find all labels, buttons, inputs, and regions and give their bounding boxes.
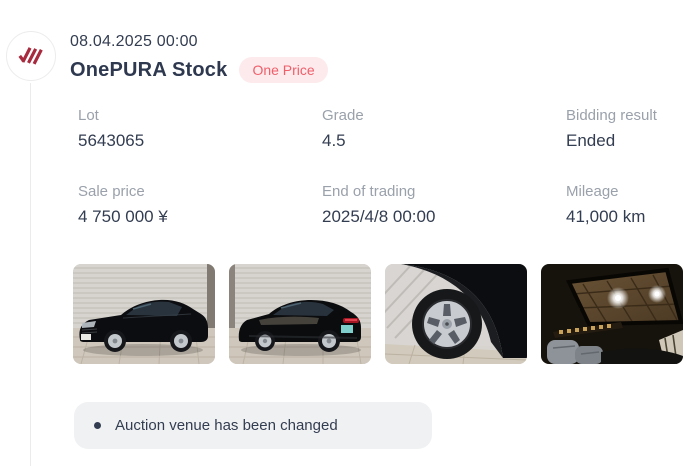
field-label: Grade — [322, 107, 364, 124]
field-lot: Lot 5643065 — [78, 107, 322, 151]
car-wheel-photo[interactable] — [385, 264, 527, 364]
field-label: End of trading — [322, 183, 416, 200]
field-label: Mileage — [566, 183, 619, 200]
field-value: 4 750 000 ¥ — [78, 207, 168, 226]
notice-banner: Auction venue has been changed — [74, 402, 432, 449]
field-value: 4.5 — [322, 131, 346, 150]
notice-text: Auction venue has been changed — [115, 417, 338, 434]
lot-date: 08.04.2025 00:00 — [70, 33, 198, 50]
field-value: 41,000 km — [566, 207, 646, 226]
field-sale-price: Sale price 4 750 000 ¥ — [78, 183, 322, 227]
field-value: 2025/4/8 00:00 — [322, 207, 436, 226]
photo-thumbnails — [73, 264, 697, 364]
field-mileage: Mileage 41,000 km — [566, 183, 697, 227]
car-sunroof-photo[interactable] — [541, 264, 683, 364]
field-label: Bidding result — [566, 107, 657, 124]
field-end-of-trading: End of trading 2025/4/8 00:00 — [322, 183, 566, 227]
one-price-badge: One Price — [239, 57, 328, 83]
lot-card: 08.04.2025 00:00 OnePURA Stock One Price… — [70, 33, 697, 449]
check-slashes-icon — [16, 41, 46, 72]
title-row: OnePURA Stock One Price — [70, 57, 697, 83]
page-title: OnePURA Stock — [70, 58, 228, 81]
lot-fields-grid: Lot 5643065 Grade 4.5 Bidding result End… — [78, 107, 697, 227]
timeline-connector — [30, 83, 31, 466]
car-front-quarter-photo[interactable] — [73, 264, 215, 364]
auction-logo — [6, 31, 56, 81]
field-label: Lot — [78, 107, 99, 124]
field-bidding-result: Bidding result Ended — [566, 107, 697, 151]
field-value: Ended — [566, 131, 616, 150]
bullet-dot-icon — [94, 422, 101, 429]
field-value: 5643065 — [78, 131, 145, 150]
field-grade: Grade 4.5 — [322, 107, 566, 151]
field-label: Sale price — [78, 183, 145, 200]
car-rear-quarter-photo[interactable] — [229, 264, 371, 364]
